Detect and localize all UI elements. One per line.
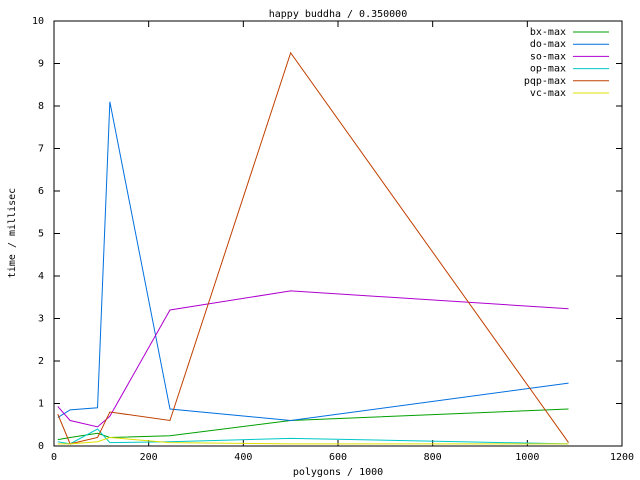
x-tick-label: 0 [51, 452, 57, 463]
y-axis-label: time / millisec [7, 188, 18, 278]
series-line [57, 101, 569, 422]
x-tick-label: 200 [140, 452, 158, 463]
series-line [57, 408, 569, 441]
x-tick-label: 800 [424, 452, 442, 463]
series-line [57, 436, 569, 445]
x-tick-label: 400 [234, 452, 252, 463]
y-tick-label: 10 [32, 16, 44, 27]
y-tick-label: 0 [38, 441, 44, 452]
series-line [57, 290, 569, 428]
y-tick-label: 5 [38, 229, 44, 240]
legend-label: pqp-max [524, 76, 566, 87]
chart-title: happy buddha / 0.350000 [269, 9, 407, 20]
legend-label: op-max [530, 64, 566, 75]
legend-label: so-max [530, 51, 566, 62]
y-tick-label: 2 [38, 356, 44, 367]
x-tick-label: 1200 [610, 452, 634, 463]
y-tick-label: 1 [38, 399, 44, 410]
series-line [57, 51, 569, 445]
legend-label: vc-max [530, 88, 566, 99]
x-tick-label: 600 [329, 452, 347, 463]
y-tick-label: 6 [38, 186, 44, 197]
x-axis-label: polygons / 1000 [293, 467, 383, 478]
y-tick-label: 9 [38, 59, 44, 70]
legend-label: do-max [530, 39, 566, 50]
y-tick-label: 3 [38, 314, 44, 325]
y-tick-label: 7 [38, 144, 44, 155]
legend-label: bx-max [530, 27, 566, 38]
y-tick-label: 4 [38, 271, 44, 282]
x-tick-label: 1000 [515, 452, 539, 463]
y-tick-label: 8 [38, 101, 44, 112]
